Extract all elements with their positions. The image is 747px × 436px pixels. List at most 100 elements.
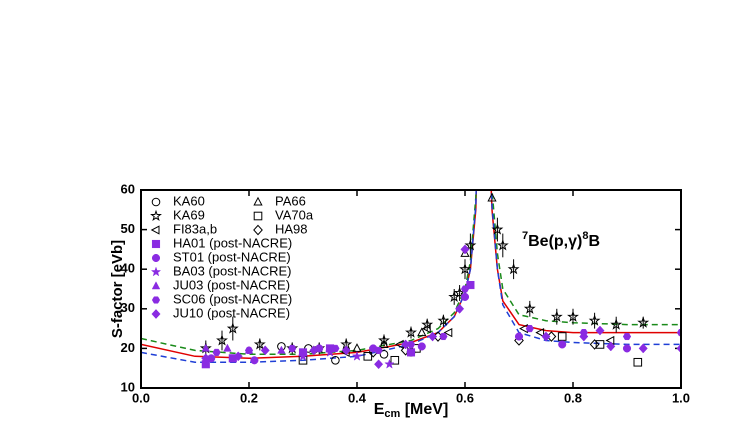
data-point	[417, 342, 426, 351]
legend-marker	[151, 281, 161, 290]
x-tick-label: 0.6	[456, 390, 474, 405]
data-point	[535, 327, 545, 338]
legend-marker	[150, 266, 162, 277]
data-point	[417, 327, 427, 337]
data-point	[201, 353, 211, 364]
legend-label: HA01 (post-NACRE)	[173, 235, 292, 250]
x-label-main: E	[374, 401, 385, 418]
data-point	[579, 331, 589, 342]
data-point	[610, 318, 623, 330]
data-point	[233, 351, 243, 362]
legend-label: KA69	[173, 207, 205, 222]
data-point	[595, 325, 605, 336]
legend-label: FI83a,b	[173, 221, 217, 236]
data-point	[363, 352, 373, 361]
data-point	[455, 303, 465, 314]
y-tick-label: 60	[121, 181, 135, 196]
x-tick-label: 0.8	[564, 390, 582, 405]
fit-curve	[141, 190, 681, 356]
annotation-text: Be(p,	[528, 233, 568, 250]
data-point	[437, 314, 450, 326]
legend-marker	[151, 197, 161, 207]
data-point	[250, 356, 259, 365]
data-point	[459, 262, 471, 275]
data-point	[288, 344, 297, 352]
annotation: 7Be(p,γ)8B	[522, 230, 600, 250]
data-point	[491, 223, 504, 235]
data-point	[374, 346, 383, 354]
data-point	[550, 310, 563, 322]
x-label-unit: [MeV]	[400, 401, 448, 418]
data-point	[464, 239, 477, 251]
data-point	[638, 343, 648, 354]
data-point	[633, 357, 643, 367]
data-point	[443, 327, 453, 338]
data-point	[557, 332, 567, 341]
data-point	[378, 334, 390, 346]
data-point	[406, 348, 416, 357]
fit-curve	[141, 190, 681, 364]
data-point	[676, 343, 681, 354]
data-point	[201, 343, 211, 352]
data-point	[558, 340, 567, 349]
annotation-sup: 8	[582, 230, 588, 242]
data-point	[341, 345, 351, 356]
legend-marker	[253, 224, 263, 236]
legend-label: SC06 (post-NACRE)	[173, 291, 292, 306]
data-point	[487, 192, 497, 202]
y-tick-label: 40	[121, 261, 135, 276]
legend-marker	[151, 309, 161, 319]
legend-label: PA66	[275, 193, 306, 208]
y-tick-label: 10	[121, 379, 135, 394]
x-axis-label: Ecm [MeV]	[374, 401, 449, 420]
x-label-sub: cm	[384, 408, 400, 420]
data-point	[390, 355, 400, 365]
x-tick-label: 1.0	[672, 390, 690, 405]
data-point	[253, 338, 266, 350]
legend-marker	[151, 239, 161, 249]
data-point	[439, 332, 448, 341]
legend-label: KA60	[173, 193, 205, 208]
data-point	[589, 339, 600, 350]
plot-area	[141, 190, 681, 370]
data-point	[401, 339, 411, 350]
legend-marker	[253, 211, 263, 221]
data-point	[525, 325, 534, 333]
annotation-text: B	[588, 233, 600, 250]
legend-marker	[150, 225, 160, 235]
annotation-sup: 7	[522, 230, 528, 242]
legend-label: JU10 (post-NACRE)	[173, 305, 290, 320]
data-point	[606, 341, 616, 352]
legend-label: JU03 (post-NACRE)	[173, 277, 290, 292]
data-point	[297, 350, 309, 361]
y-axis-label: S-factor [eVb]	[109, 240, 126, 338]
data-point	[466, 280, 475, 290]
data-point	[595, 340, 605, 349]
legend-label: HA98	[275, 221, 308, 236]
data-point	[374, 359, 384, 370]
plot-frame	[140, 189, 682, 389]
legend-marker	[151, 296, 161, 304]
data-point	[496, 239, 509, 251]
data-point	[331, 344, 340, 352]
data-point	[541, 331, 551, 342]
data-point	[226, 322, 239, 334]
data-point	[523, 302, 536, 314]
data-point	[351, 350, 363, 361]
data-point	[622, 332, 632, 341]
legend-marker	[253, 196, 263, 206]
data-point	[379, 350, 389, 359]
data-point	[588, 314, 601, 326]
data-point	[331, 355, 340, 365]
data-point	[460, 248, 470, 257]
data-point	[277, 345, 286, 354]
legend-label: BA03 (post-NACRE)	[173, 263, 291, 278]
data-point	[567, 310, 579, 322]
data-point	[223, 343, 232, 352]
legend-marker	[151, 253, 161, 263]
data-point	[507, 262, 520, 275]
data-point	[622, 344, 632, 353]
y-tick-label: 50	[121, 221, 135, 236]
data-point	[216, 334, 228, 346]
